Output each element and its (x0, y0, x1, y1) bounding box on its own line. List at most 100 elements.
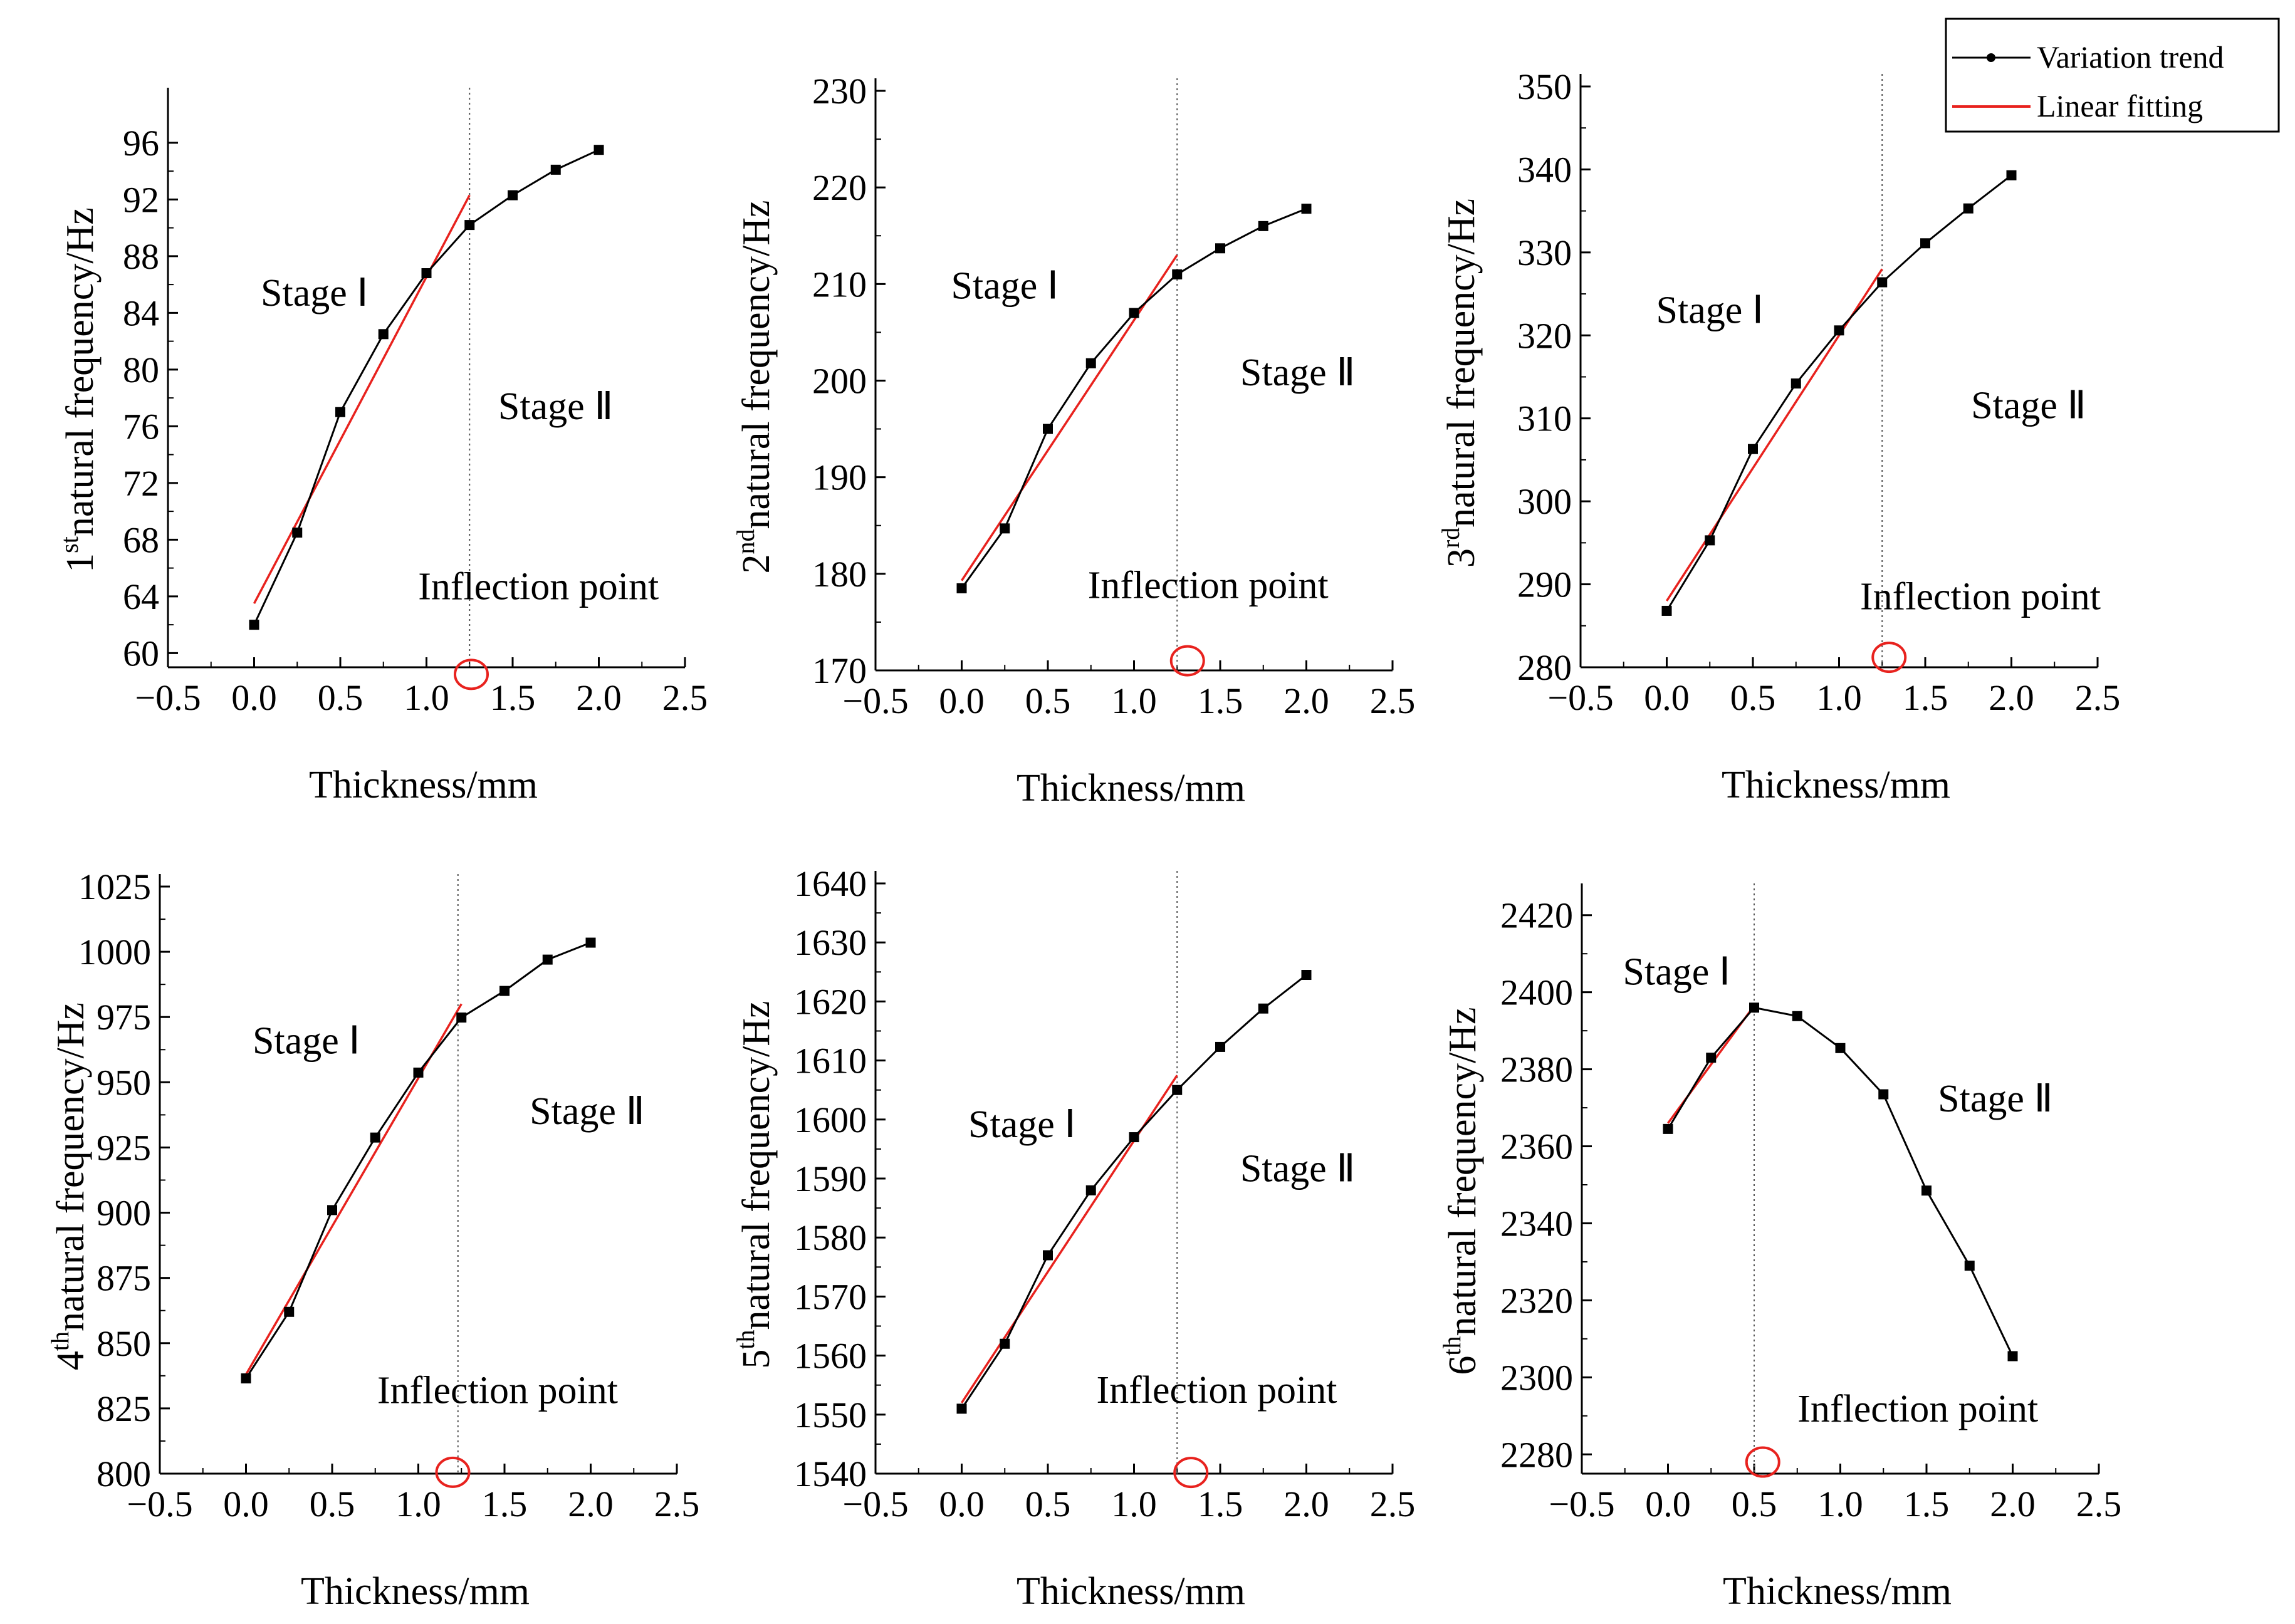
data-point (1964, 1261, 1975, 1271)
y-tick-label: 320 (1517, 315, 1572, 356)
legend: Variation trend Linear fitting (1945, 18, 2280, 133)
x-tick-label: 0.5 (310, 1484, 355, 1524)
inflection-point-label: Inflection point (1097, 1369, 1337, 1412)
data-point (249, 620, 259, 630)
chart-panel-4: −0.5 0.0 0.5 1.0 1.5 2.0 2.5 800 825 850 875 900 925… (46, 867, 699, 1613)
x-tick-label: 1.5 (1904, 1484, 1950, 1524)
inflection-circle (1871, 642, 1907, 674)
stage-2-label: Stage Ⅱ (1938, 1078, 2053, 1120)
y-axis-title-text: natural frequency/Hz (1440, 199, 1483, 528)
data-point (413, 1067, 424, 1078)
data-point (1835, 1043, 1846, 1053)
y-tick-label: 290 (1517, 565, 1572, 605)
stage-1-label: Stage Ⅰ (1623, 950, 1730, 993)
x-tick-label: −0.5 (842, 680, 908, 721)
y-tick-label: 84 (123, 293, 159, 333)
data-point (1172, 269, 1183, 279)
y-tick-label: 210 (812, 264, 867, 304)
chart-panel-3: −0.5 0.0 0.5 1.0 1.5 2.0 2.5 280 290 300 310 320 330… (1436, 66, 2120, 806)
x-tick-label: 2.5 (662, 677, 708, 718)
y-tick-label: 330 (1517, 232, 1572, 273)
data-point (585, 937, 596, 948)
y-tick-label: 2300 (1500, 1357, 1573, 1398)
y-tick-label: 220 (812, 167, 867, 208)
data-point (1085, 358, 1096, 368)
data-point (593, 145, 604, 155)
data-point (2007, 1351, 2018, 1361)
x-tick-label: −0.5 (1547, 677, 1613, 718)
y-axis-title-ordinal: 6 (1441, 1356, 1484, 1375)
y-tick-label: 1640 (794, 863, 867, 904)
data-point (1705, 535, 1715, 546)
y-tick-label: 2400 (1500, 972, 1573, 1013)
y-tick-label: 2320 (1500, 1280, 1573, 1321)
variation-trend-line (961, 974, 1307, 1410)
data-point (1258, 1003, 1268, 1014)
inflection-circle (1169, 645, 1205, 677)
x-tick-label: 2.5 (2076, 1484, 2122, 1524)
y-tick-label: 1540 (794, 1454, 867, 1494)
y-axis-title: 3rdnatural frequency/Hz (1436, 199, 1483, 568)
y-tick-label: 60 (123, 633, 159, 674)
x-tick-label: 0.5 (318, 677, 363, 718)
data-point (1085, 1185, 1096, 1195)
y-tick-label: 2280 (1500, 1434, 1573, 1475)
y-axis-title-text: natural frequency/Hz (735, 200, 778, 529)
variation-trend-line (1667, 1006, 2014, 1357)
x-tick-label: 2.5 (1370, 680, 1416, 721)
y-tick-label: 200 (812, 361, 867, 402)
x-axis-title: Thickness/mm (1017, 767, 1245, 809)
y-tick-label: 76 (123, 406, 159, 447)
y-axis-title-text: natural frequency/Hz (50, 1002, 92, 1331)
y-tick-label: 1630 (794, 922, 867, 963)
y-axis-title-ordinal: 5 (735, 1350, 778, 1369)
x-tick-label: 2.0 (1283, 680, 1329, 721)
y-tick-label: 190 (812, 457, 867, 498)
y-tick-label: 280 (1517, 647, 1572, 688)
y-tick-label: 1560 (794, 1336, 867, 1377)
x-tick-label: 1.5 (482, 1484, 528, 1524)
x-tick-label: 1.0 (1816, 677, 1862, 718)
stage-2-label: Stage Ⅱ (530, 1090, 645, 1133)
x-tick-label: 1.0 (1817, 1484, 1863, 1524)
y-tick-label: 800 (97, 1454, 151, 1494)
y-tick-label: 170 (812, 650, 867, 691)
x-tick-label: 1.0 (395, 1484, 441, 1524)
data-point (1963, 203, 1973, 214)
y-axis-title-ordinal: 1 (59, 553, 102, 573)
data-point (327, 1205, 337, 1215)
y-tick-label: 88 (123, 236, 159, 277)
y-axis-title-superscript: st (55, 536, 83, 553)
y-tick-label: 2340 (1500, 1203, 1573, 1244)
y-tick-label: 300 (1517, 481, 1572, 522)
y-axis-title-superscript: rd (1436, 528, 1465, 548)
x-tick-label: 0.0 (939, 1484, 985, 1524)
linear-fit-line (961, 254, 1178, 581)
stage-2-label: Stage Ⅱ (1971, 385, 2086, 427)
y-axis-title-ordinal: 3 (1440, 548, 1483, 568)
stage-1-label: Stage Ⅰ (1656, 289, 1764, 331)
y-tick-label: 350 (1517, 66, 1572, 107)
y-tick-label: 1580 (794, 1217, 867, 1258)
data-point (2006, 170, 2017, 180)
y-axis-title-superscript: th (1438, 1336, 1466, 1355)
x-tick-label: 2.0 (576, 677, 622, 718)
data-point (241, 1373, 251, 1383)
data-point (1706, 1053, 1717, 1063)
variation-trend-line (1666, 174, 2012, 612)
y-axis-title: 5thnatural frequency/Hz (731, 1001, 778, 1368)
y-tick-label: 310 (1517, 398, 1572, 439)
y-tick-label: 2420 (1500, 895, 1573, 936)
inflection-circle (1745, 1446, 1780, 1478)
data-point (1749, 1002, 1759, 1013)
data-point (1748, 444, 1758, 454)
data-point (550, 164, 561, 175)
y-axis-title-superscript: th (731, 1330, 760, 1349)
inflection-point-label: Inflection point (1088, 564, 1329, 606)
y-axis-title-text: natural frequency/Hz (735, 1001, 778, 1330)
y-tick-label: 230 (812, 71, 867, 112)
stage-1-label: Stage Ⅰ (951, 264, 1059, 307)
chart-panel-2: −0.5 0.0 0.5 1.0 1.5 2.0 2.5 170 180 190 200 210 220… (731, 71, 1415, 809)
data-point (499, 986, 510, 996)
x-axis-title: Thickness/mm (1017, 1570, 1245, 1613)
